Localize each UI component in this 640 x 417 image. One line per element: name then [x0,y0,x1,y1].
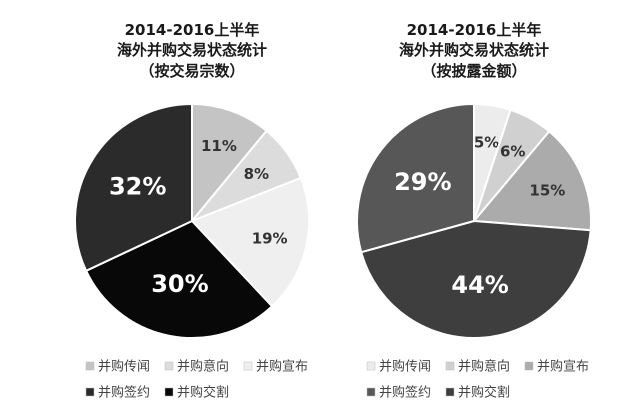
left-title-line-3: （按交易宗数） [139,62,244,80]
legend-left-swatch-0 [85,361,95,371]
pie-left-label-4: 32% [109,173,166,201]
legend-right-swatch-4 [445,387,455,397]
legend-left-swatch-3 [85,387,95,397]
pie-left-slice-4 [74,102,193,273]
legend-left-swatch-4 [164,387,174,397]
pie-left-slice-3 [84,219,274,339]
legend-left-swatch-1 [164,361,174,371]
pie-left-slice-0 [191,102,268,224]
pie-right-slice-3 [359,219,592,339]
pie-right-label-4: 29% [394,168,451,196]
pie-left-label-0: 11% [201,137,237,155]
right-title-line-2: 海外并购交易状态统计 [399,41,549,59]
pie-left-slice-2 [190,176,310,308]
pie-right-label-0: 5% [474,133,499,151]
legend-left-swatch-2 [243,361,253,371]
legend-left-label-2: 并购宣布 [256,359,308,375]
legend-right-swatch-1 [445,361,455,371]
right-title-line-1: 2014-2016上半年 [407,21,542,39]
right-title-line-3: （按披露金额） [421,62,526,80]
pie-left-label-3: 30% [151,270,208,298]
left-pie: 11% 8% 19% 30% 32% [74,102,310,339]
right-chart-title: 2014-2016上半年 海外并购交易状态统计 （按披露金额） [399,21,549,80]
legend-left-label-0: 并购传闻 [98,359,150,375]
pie-right-slice-4 [356,102,475,254]
legend-right-label-3: 并购签约 [379,385,431,401]
legend-right-swatch-3 [366,387,376,397]
legend-left-label-1: 并购意向 [177,359,229,375]
pie-right-slice-2 [471,129,592,232]
left-title-line-1: 2014-2016上半年 [125,21,260,39]
pie-right-label-2: 15% [529,181,565,199]
pie-right-label-1: 6% [500,142,525,160]
pie-right-label-3: 44% [451,271,508,299]
legend-left-label-4: 并购交割 [177,385,229,401]
legend-right-label-1: 并购意向 [458,359,510,375]
right-pie: 5%6% 15% 44% 29% [356,102,592,339]
legend-left-label-3: 并购签约 [98,385,150,401]
legend-right-label-0: 并购传闻 [379,359,431,375]
legend-right-swatch-2 [524,361,534,371]
left-title-line-2: 海外并购交易状态统计 [117,41,267,59]
left-chart-title: 2014-2016上半年 海外并购交易状态统计 （按交易宗数） [117,21,267,80]
legend-right-label-2: 并购宣布 [537,359,589,375]
legend-right-swatch-0 [366,361,376,371]
pie-left-label-2: 19% [252,229,288,247]
legend-right-label-4: 并购交割 [458,385,510,401]
pie-left-label-1: 8% [244,165,269,183]
